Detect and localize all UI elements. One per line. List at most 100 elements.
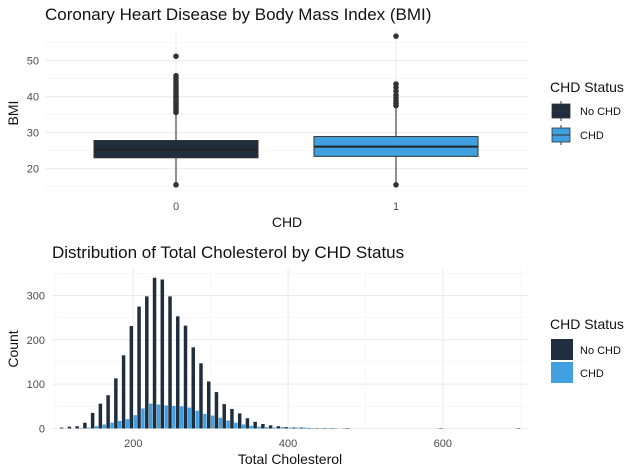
legend-label-chd: CHD bbox=[580, 130, 604, 142]
legend-label-no-chd: No CHD bbox=[580, 106, 621, 118]
cholesterol-y-tick-labels: 0 100 200 300 bbox=[27, 290, 45, 435]
bar-no-chd bbox=[83, 422, 87, 429]
legend-key-no-chd bbox=[551, 101, 571, 121]
bar-chd bbox=[172, 405, 176, 429]
outlier-point bbox=[173, 53, 179, 60]
cholesterol-chart-title: Distribution of Total Cholesterol by CHD… bbox=[52, 243, 404, 262]
bar-no-chd bbox=[121, 355, 126, 429]
outlier-point bbox=[393, 33, 399, 39]
bar-chd bbox=[195, 410, 199, 429]
bar-chd bbox=[102, 424, 106, 429]
y-tick-label: 50 bbox=[27, 56, 39, 68]
bar-chd bbox=[156, 404, 161, 429]
bar-chd bbox=[125, 419, 130, 429]
bar-chd bbox=[288, 427, 292, 429]
outlier-point bbox=[173, 72, 179, 79]
bar-no-chd bbox=[75, 426, 79, 429]
legend-label-no-chd: No CHD bbox=[580, 345, 621, 357]
bmi-y-tick-labels: 20 30 40 50 bbox=[27, 56, 39, 176]
outlier-point bbox=[393, 182, 399, 188]
bar-no-chd bbox=[137, 306, 141, 429]
bar-chd bbox=[272, 427, 277, 429]
outlier-point bbox=[393, 92, 399, 98]
x-tick-label: 0 bbox=[173, 201, 179, 213]
bar-chd bbox=[94, 426, 99, 429]
y-tick-label: 30 bbox=[27, 128, 39, 140]
bar-no-chd bbox=[253, 421, 257, 429]
bar-no-chd bbox=[145, 296, 149, 429]
outlier-point bbox=[393, 81, 399, 87]
bar-no-chd bbox=[152, 277, 157, 429]
bar-no-chd bbox=[67, 426, 72, 429]
bar-no-chd bbox=[230, 408, 234, 429]
bar-no-chd bbox=[114, 378, 118, 429]
y-tick-label: 40 bbox=[27, 92, 39, 104]
cholesterol-x-tick-labels: 200 400 600 bbox=[124, 438, 452, 450]
bar-no-chd bbox=[222, 404, 226, 429]
bar-no-chd bbox=[292, 427, 296, 429]
x-tick-label: 600 bbox=[434, 438, 452, 450]
bmi-y-axis-title: BMI bbox=[5, 101, 21, 126]
bar-chd bbox=[226, 420, 230, 429]
bar-no-chd bbox=[90, 412, 95, 429]
bar-no-chd bbox=[268, 425, 273, 429]
y-tick-label: 100 bbox=[27, 379, 45, 391]
x-tick-label: 400 bbox=[279, 438, 297, 450]
bar-chd bbox=[164, 405, 168, 429]
bar-no-chd bbox=[276, 426, 281, 429]
bar-no-chd bbox=[183, 325, 188, 429]
bar-no-chd bbox=[284, 427, 288, 429]
bmi-chart-title: Coronary Heart Disease by Body Mass Inde… bbox=[45, 5, 431, 24]
bar-chd bbox=[257, 426, 261, 429]
legend-swatch-chd bbox=[551, 362, 573, 383]
bar-no-chd bbox=[106, 395, 110, 429]
x-tick-label: 1 bbox=[393, 201, 399, 213]
bar-no-chd bbox=[299, 427, 304, 429]
y-tick-label: 300 bbox=[27, 290, 45, 302]
bar-no-chd bbox=[129, 326, 134, 429]
bar-chd bbox=[203, 413, 207, 429]
legend-swatch-no-chd bbox=[551, 339, 573, 360]
cholesterol-x-axis-title: Total Cholesterol bbox=[238, 451, 342, 467]
cholesterol-bars bbox=[59, 277, 521, 429]
bar-no-chd bbox=[191, 347, 195, 429]
bar-chd bbox=[296, 427, 300, 429]
bar-no-chd bbox=[168, 296, 172, 429]
legend-key-chd bbox=[551, 125, 571, 145]
bar-no-chd bbox=[237, 413, 242, 429]
bar-no-chd bbox=[214, 392, 219, 429]
bar-chd bbox=[179, 406, 184, 429]
bar-chd bbox=[110, 422, 114, 429]
bar-chd bbox=[280, 427, 285, 429]
legend-label-chd: CHD bbox=[580, 368, 604, 380]
bar-chd bbox=[265, 427, 269, 429]
y-tick-label: 20 bbox=[27, 164, 39, 176]
bar-no-chd bbox=[199, 363, 203, 429]
bar-chd bbox=[210, 415, 215, 429]
y-tick-label: 200 bbox=[27, 335, 45, 347]
bar-no-chd bbox=[98, 403, 103, 429]
bar-chd bbox=[303, 427, 308, 429]
bmi-grid bbox=[45, 30, 528, 192]
bar-chd bbox=[87, 427, 91, 429]
bar-chd bbox=[218, 417, 223, 429]
bar-chd bbox=[249, 425, 254, 429]
bmi-boxplot-panel: Coronary Heart Disease by Body Mass Inde… bbox=[5, 5, 624, 230]
box-chd bbox=[313, 33, 479, 188]
bar-chd bbox=[117, 420, 122, 429]
bar-no-chd bbox=[206, 381, 211, 429]
bar-no-chd bbox=[261, 424, 265, 429]
cholesterol-legend: CHD Status No CHD CHD bbox=[550, 316, 624, 383]
x-tick-label: 200 bbox=[124, 438, 142, 450]
bar-no-chd bbox=[176, 316, 180, 429]
cholesterol-histogram-panel: Distribution of Total Cholesterol by CHD… bbox=[5, 243, 624, 467]
y-tick-label: 0 bbox=[39, 423, 45, 435]
bar-chd bbox=[141, 408, 145, 429]
bar-chd bbox=[148, 403, 153, 429]
bar-chd bbox=[234, 422, 238, 429]
bmi-legend-title: CHD Status bbox=[550, 79, 624, 95]
bar-chd bbox=[241, 424, 246, 429]
bmi-legend: CHD Status No CHD CHD bbox=[550, 79, 624, 145]
